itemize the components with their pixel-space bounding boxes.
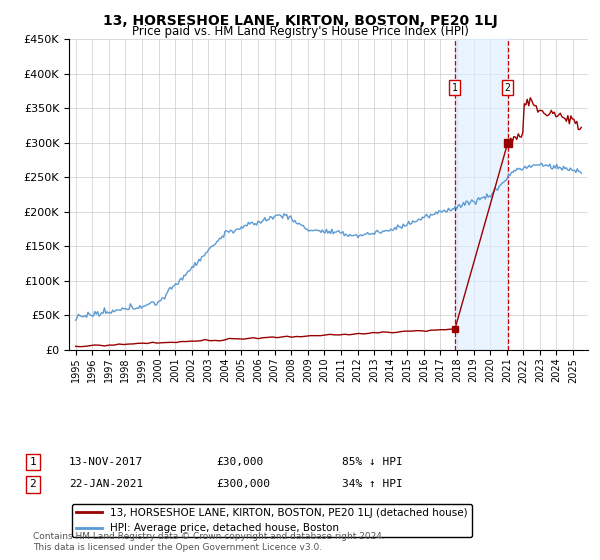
Text: 34% ↑ HPI: 34% ↑ HPI (342, 479, 403, 489)
Text: Contains HM Land Registry data © Crown copyright and database right 2024.
This d: Contains HM Land Registry data © Crown c… (33, 532, 385, 552)
Text: 2: 2 (505, 82, 511, 92)
Text: 85% ↓ HPI: 85% ↓ HPI (342, 457, 403, 467)
Bar (455, 39, 508, 350)
Text: 2: 2 (29, 479, 37, 489)
Text: Price paid vs. HM Land Registry's House Price Index (HPI): Price paid vs. HM Land Registry's House … (131, 25, 469, 38)
Text: £300,000: £300,000 (216, 479, 270, 489)
Text: £30,000: £30,000 (216, 457, 263, 467)
Text: 1: 1 (452, 82, 458, 92)
Text: 13, HORSESHOE LANE, KIRTON, BOSTON, PE20 1LJ: 13, HORSESHOE LANE, KIRTON, BOSTON, PE20… (103, 14, 497, 28)
Text: 13-NOV-2017: 13-NOV-2017 (69, 457, 143, 467)
Legend: 13, HORSESHOE LANE, KIRTON, BOSTON, PE20 1LJ (detached house), HPI: Average pric: 13, HORSESHOE LANE, KIRTON, BOSTON, PE20… (71, 504, 472, 538)
Text: 1: 1 (29, 457, 37, 467)
Text: 22-JAN-2021: 22-JAN-2021 (69, 479, 143, 489)
